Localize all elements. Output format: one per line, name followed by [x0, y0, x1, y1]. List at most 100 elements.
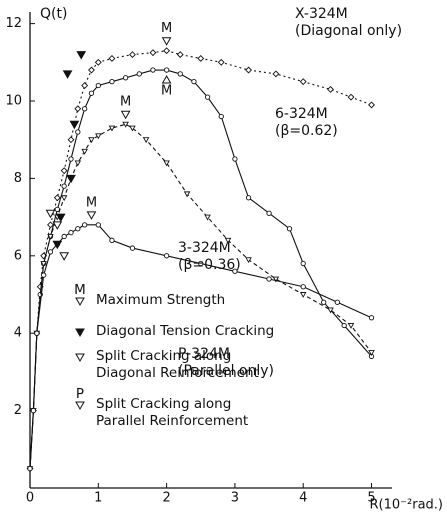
point — [81, 82, 89, 89]
point — [81, 148, 88, 155]
point — [327, 307, 334, 314]
y-tick-label: 10 — [5, 94, 22, 109]
point — [334, 299, 341, 305]
point — [204, 94, 211, 100]
marker-triangle — [55, 213, 66, 223]
point — [368, 315, 375, 321]
point — [129, 125, 136, 132]
point — [47, 221, 54, 229]
point — [68, 229, 74, 236]
point — [300, 284, 306, 290]
point — [177, 71, 183, 77]
series-line — [29, 123, 372, 469]
legend-text: Split Cracking along — [96, 348, 231, 364]
point — [94, 58, 102, 66]
point — [129, 51, 136, 59]
marker-triangle — [76, 51, 87, 60]
legend-text: Split Cracking along — [96, 396, 231, 412]
point — [95, 222, 101, 228]
point — [321, 299, 327, 305]
point — [218, 113, 224, 120]
point — [204, 214, 211, 221]
y-tick-label: 12 — [5, 16, 22, 31]
series-label: 6-324M — [275, 106, 328, 122]
point — [136, 71, 142, 77]
point — [122, 121, 129, 128]
point — [30, 407, 37, 414]
marker-triangle — [86, 211, 97, 220]
legend-text: Parallel Reinforcement — [96, 413, 248, 429]
x-axis-label: R(10⁻²rad.) — [370, 498, 444, 513]
point — [245, 66, 253, 74]
marker-triangle — [75, 328, 85, 338]
legend-text: Maximum Strength — [96, 292, 225, 308]
point — [109, 79, 115, 85]
point — [41, 272, 47, 278]
point — [347, 323, 355, 329]
point — [327, 85, 334, 93]
marker-triangle — [75, 297, 85, 307]
point — [163, 253, 170, 259]
point — [60, 195, 68, 202]
marker-triangle — [45, 209, 56, 219]
point — [47, 249, 54, 255]
peak-label: M — [161, 21, 172, 36]
point — [266, 276, 272, 282]
point — [149, 49, 157, 57]
x-tick-label: 2 — [162, 491, 170, 506]
point — [60, 167, 68, 175]
legend-text: Diagonal Tension Cracking — [96, 323, 274, 339]
point — [232, 268, 238, 274]
point — [40, 261, 47, 267]
point — [197, 55, 205, 62]
y-axis-label: Q(t) — [40, 6, 67, 22]
marker-triangle — [161, 37, 172, 46]
peak-label: M — [120, 95, 131, 110]
marker-triangle — [120, 110, 131, 120]
point — [122, 75, 129, 81]
y-tick-label: 2 — [14, 403, 22, 418]
point — [142, 137, 150, 144]
point — [368, 350, 375, 356]
point — [300, 260, 306, 267]
point — [299, 78, 307, 86]
point — [198, 260, 204, 267]
marker-triangle — [66, 174, 76, 184]
series-note: (Diagonal only) — [295, 23, 402, 39]
point — [224, 237, 232, 244]
series-label: 3-324M — [178, 240, 231, 256]
point — [217, 58, 225, 66]
point — [163, 67, 170, 73]
point — [183, 191, 191, 198]
legend-text: Diagonal Reinforcement — [96, 365, 259, 381]
series-note: (β=0.62) — [275, 123, 338, 139]
marker-triangle — [62, 70, 73, 79]
point — [341, 322, 347, 329]
series-label: X-324M — [295, 6, 348, 22]
point — [61, 183, 67, 189]
x-tick-label: 0 — [26, 491, 34, 506]
point — [88, 137, 95, 144]
marker-triangle — [69, 120, 80, 130]
point — [129, 245, 136, 251]
point — [176, 51, 184, 59]
point — [81, 222, 88, 228]
point — [272, 70, 280, 78]
x-tick-label: 4 — [299, 491, 307, 506]
point — [27, 466, 33, 472]
point — [272, 276, 280, 283]
point — [34, 330, 40, 336]
point — [88, 66, 95, 74]
marker-triangle — [75, 353, 85, 363]
point — [286, 226, 293, 232]
x-tick-label: 3 — [231, 491, 239, 506]
point — [75, 226, 81, 232]
point — [108, 55, 116, 62]
marker-triangle — [52, 240, 63, 250]
point — [163, 160, 170, 167]
point — [232, 156, 238, 162]
series-line — [29, 69, 372, 469]
peak-label: M — [161, 84, 172, 99]
x-tick-label: 1 — [94, 491, 102, 506]
